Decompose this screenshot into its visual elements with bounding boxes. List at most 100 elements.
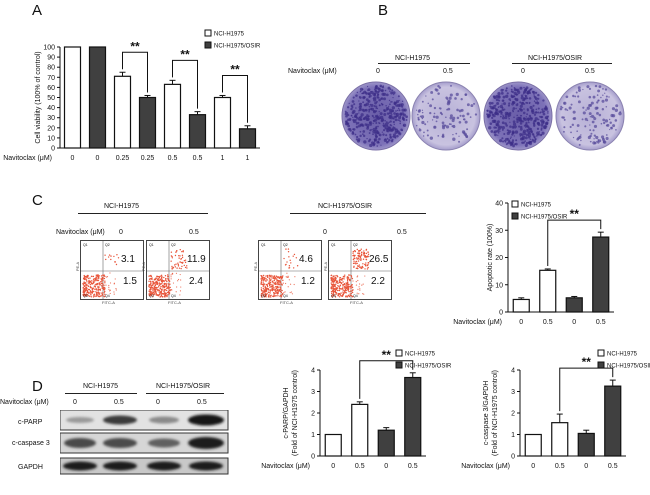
colony-dot [582,88,584,91]
colony-dot [610,126,613,130]
colony-dot [418,128,422,132]
colony-dot [455,132,458,135]
panel-letter-b: B [378,2,389,19]
flow-dot [175,272,178,274]
flow-dot [86,289,89,292]
flow-dot [153,288,156,291]
colony-dot [524,140,526,142]
colony-dot [431,98,434,101]
colony-dot [526,113,529,116]
flow-dot [358,293,360,295]
blot-row-label-ccasp3: c-caspase 3 [12,440,50,447]
chart-C-legend-swatch-1 [511,200,519,208]
colony-dot [517,90,521,95]
flow-dot [274,283,277,286]
colony-dot [537,102,539,104]
colony-dot [388,105,390,107]
colony-dot [568,106,572,110]
chart-A-sig-label: ** [130,39,140,53]
chart-D2-xtick-label: 0 [584,463,588,470]
flow-dot [288,256,290,258]
colony-dot [430,90,434,94]
chart-C-xtick-label: 0 [572,319,576,326]
colony-dot [388,139,391,142]
colony-dot [512,107,516,110]
colony-dot [394,118,398,122]
flow-dot [269,292,271,294]
colony-dot [355,94,358,97]
colony-dot [369,121,372,124]
flow-dot [87,291,89,294]
flow-dot [183,264,186,267]
chart-D1-xlabel: Navitoclax (μM) [261,463,310,470]
flow-dot [273,276,275,278]
flow-dot [97,276,100,278]
colony-dot [526,109,530,112]
colony-dot [523,97,526,100]
flow-dot [361,265,364,268]
chart-D2-bar-1 [524,433,542,457]
flow-dot [360,248,362,250]
flow-dot [277,282,280,284]
colony-dot [600,96,602,99]
colony-dot [378,110,380,113]
flow-dot [161,276,163,279]
colony-dot [383,109,387,113]
flow-x-axis-label: FITC-A [350,300,363,305]
colony-dot [402,124,405,127]
flow-dot [267,289,270,291]
flow-dot [339,284,342,286]
flow-dot [181,256,184,259]
colony-dot [355,122,358,125]
flow-dot [85,279,88,281]
colony-dot [373,96,377,100]
colony-dot [515,97,519,102]
chart-C-legend-label-2: NCI-H1975/OSIR [521,215,568,221]
flow-dot [94,288,96,291]
colony-dot [602,140,606,144]
flow-dot [331,295,333,297]
flow-dot [335,288,338,290]
flow-dot [268,294,270,296]
flow-dot [108,284,110,287]
colony-dot [489,105,492,108]
flow-dot [150,294,153,296]
flow-dot [278,283,280,286]
flow-dot [358,252,360,254]
blot-row-label-cparp: c-PARP [18,419,43,426]
colony-dot [489,110,491,112]
colony-dot [593,138,595,140]
colony-dot [561,116,564,119]
chart-D2-ytick-label: 0 [511,454,515,461]
colony-dot [385,93,389,97]
band-cparp-4 [188,414,224,426]
chart-D1-ylabel: (Fold of NCI-H1975 control) [292,370,299,456]
flow-dot [152,283,155,285]
colony-dot [399,122,402,125]
colony-dot [367,88,371,92]
colony-dot [525,101,528,104]
colony-dot [398,132,402,136]
colony-dot [544,107,548,111]
flow-dot [104,290,106,293]
flow-dot [349,293,351,295]
flow-dot [351,284,353,286]
colony-dot [365,102,370,106]
colony-dot [586,119,589,122]
colony-dot [520,96,524,100]
colony-dot [384,138,387,141]
flow-dot [82,283,85,286]
flow-quadrant-label: Q2 [171,243,176,247]
colony-dot [522,111,526,115]
colony-dot [608,118,611,121]
chart-C-bar-4 [592,236,610,313]
flow-dot [159,283,162,285]
colony-dot [437,134,440,137]
colony-dot [393,112,397,115]
flow-dot [148,280,150,283]
colony-dot [563,126,566,129]
flow-dot [270,279,272,281]
colony-dot [440,113,443,116]
flow-dot [262,287,265,290]
